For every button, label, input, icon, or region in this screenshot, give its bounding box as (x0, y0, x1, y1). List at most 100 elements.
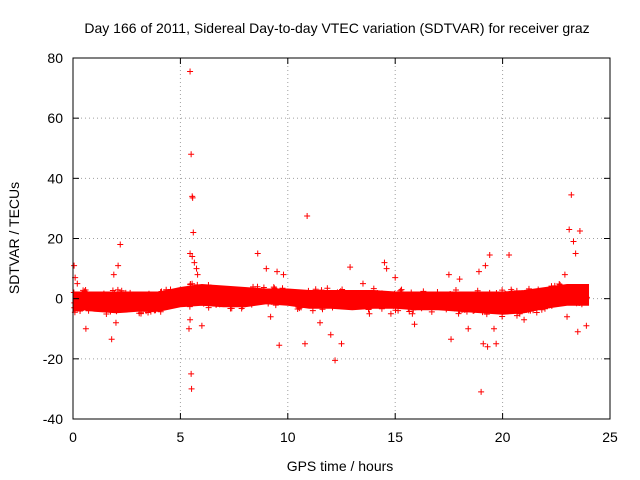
data-point (263, 265, 270, 272)
data-point (533, 309, 540, 316)
data-point (344, 302, 351, 309)
data-point (573, 300, 580, 307)
data-point (567, 297, 574, 304)
data-point (307, 301, 314, 308)
data-point (117, 301, 124, 308)
data-point (337, 302, 344, 309)
data-point (188, 385, 195, 392)
data-point (442, 293, 449, 300)
data-point (113, 303, 120, 310)
data-point (188, 370, 195, 377)
data-point (107, 295, 114, 302)
data-point (581, 293, 588, 300)
data-point (353, 291, 360, 298)
data-point (447, 290, 454, 297)
data-point (445, 299, 452, 306)
data-point (87, 300, 94, 307)
data-point (408, 289, 415, 296)
data-point (199, 294, 206, 301)
data-point (346, 292, 353, 299)
data-point (327, 331, 334, 338)
data-point (274, 268, 281, 275)
data-point (555, 297, 562, 304)
data-point (309, 307, 316, 314)
data-point (381, 259, 388, 266)
data-point (561, 290, 568, 297)
data-point (71, 262, 78, 269)
data-point (264, 296, 271, 303)
data-point (118, 287, 125, 294)
data-point (92, 300, 99, 307)
data-point (304, 212, 311, 219)
data-point (478, 388, 485, 395)
data-point (337, 288, 344, 295)
data-point (74, 280, 81, 287)
data-point (358, 292, 365, 299)
data-points (70, 68, 590, 395)
data-point (359, 280, 366, 287)
data-point (225, 290, 232, 297)
data-point (143, 308, 150, 315)
data-point (577, 298, 584, 305)
data-point (476, 298, 483, 305)
data-point (294, 291, 301, 298)
data-point (279, 285, 286, 292)
data-point (189, 194, 196, 201)
data-point (244, 289, 251, 296)
data-point (557, 281, 564, 288)
data-point (414, 296, 421, 303)
data-point (332, 357, 339, 364)
data-point (165, 290, 172, 297)
data-point (383, 265, 390, 272)
data-point (349, 290, 356, 297)
data-point (151, 307, 158, 314)
data-point (82, 304, 89, 311)
data-point (411, 321, 418, 328)
data-point (281, 288, 288, 295)
data-point (455, 310, 462, 317)
data-point (493, 340, 500, 347)
data-point (272, 302, 279, 309)
data-point (193, 265, 200, 272)
data-point (347, 264, 354, 271)
data-point (73, 291, 80, 298)
data-point (156, 296, 163, 303)
data-point (157, 289, 164, 296)
data-point (338, 340, 345, 347)
data-point (443, 306, 450, 313)
data-point (140, 298, 147, 305)
data-point (228, 305, 235, 312)
data-point (486, 289, 493, 296)
data-point (82, 291, 89, 298)
data-point (219, 292, 226, 299)
data-point (574, 328, 581, 335)
data-point (448, 336, 455, 343)
data-point (577, 286, 584, 293)
data-point (191, 295, 198, 302)
data-point (394, 297, 401, 304)
data-point (513, 287, 520, 294)
data-point (132, 304, 139, 311)
data-point (566, 284, 573, 291)
data-point (349, 298, 356, 305)
data-point (312, 286, 319, 293)
data-point (284, 294, 291, 301)
data-point (456, 276, 463, 283)
data-point (389, 298, 396, 305)
data-point (301, 340, 308, 347)
data-point (416, 301, 423, 308)
data-point (428, 302, 435, 309)
data-point (491, 325, 498, 332)
data-point (579, 290, 586, 297)
data-point (576, 227, 583, 234)
data-point (436, 291, 443, 298)
data-point (147, 308, 154, 315)
data-point (193, 285, 200, 292)
data-point (410, 306, 417, 313)
data-point (441, 302, 448, 309)
data-point (465, 325, 472, 332)
x-tick-label: 15 (387, 429, 403, 445)
data-point (409, 310, 416, 317)
data-point (170, 295, 177, 302)
